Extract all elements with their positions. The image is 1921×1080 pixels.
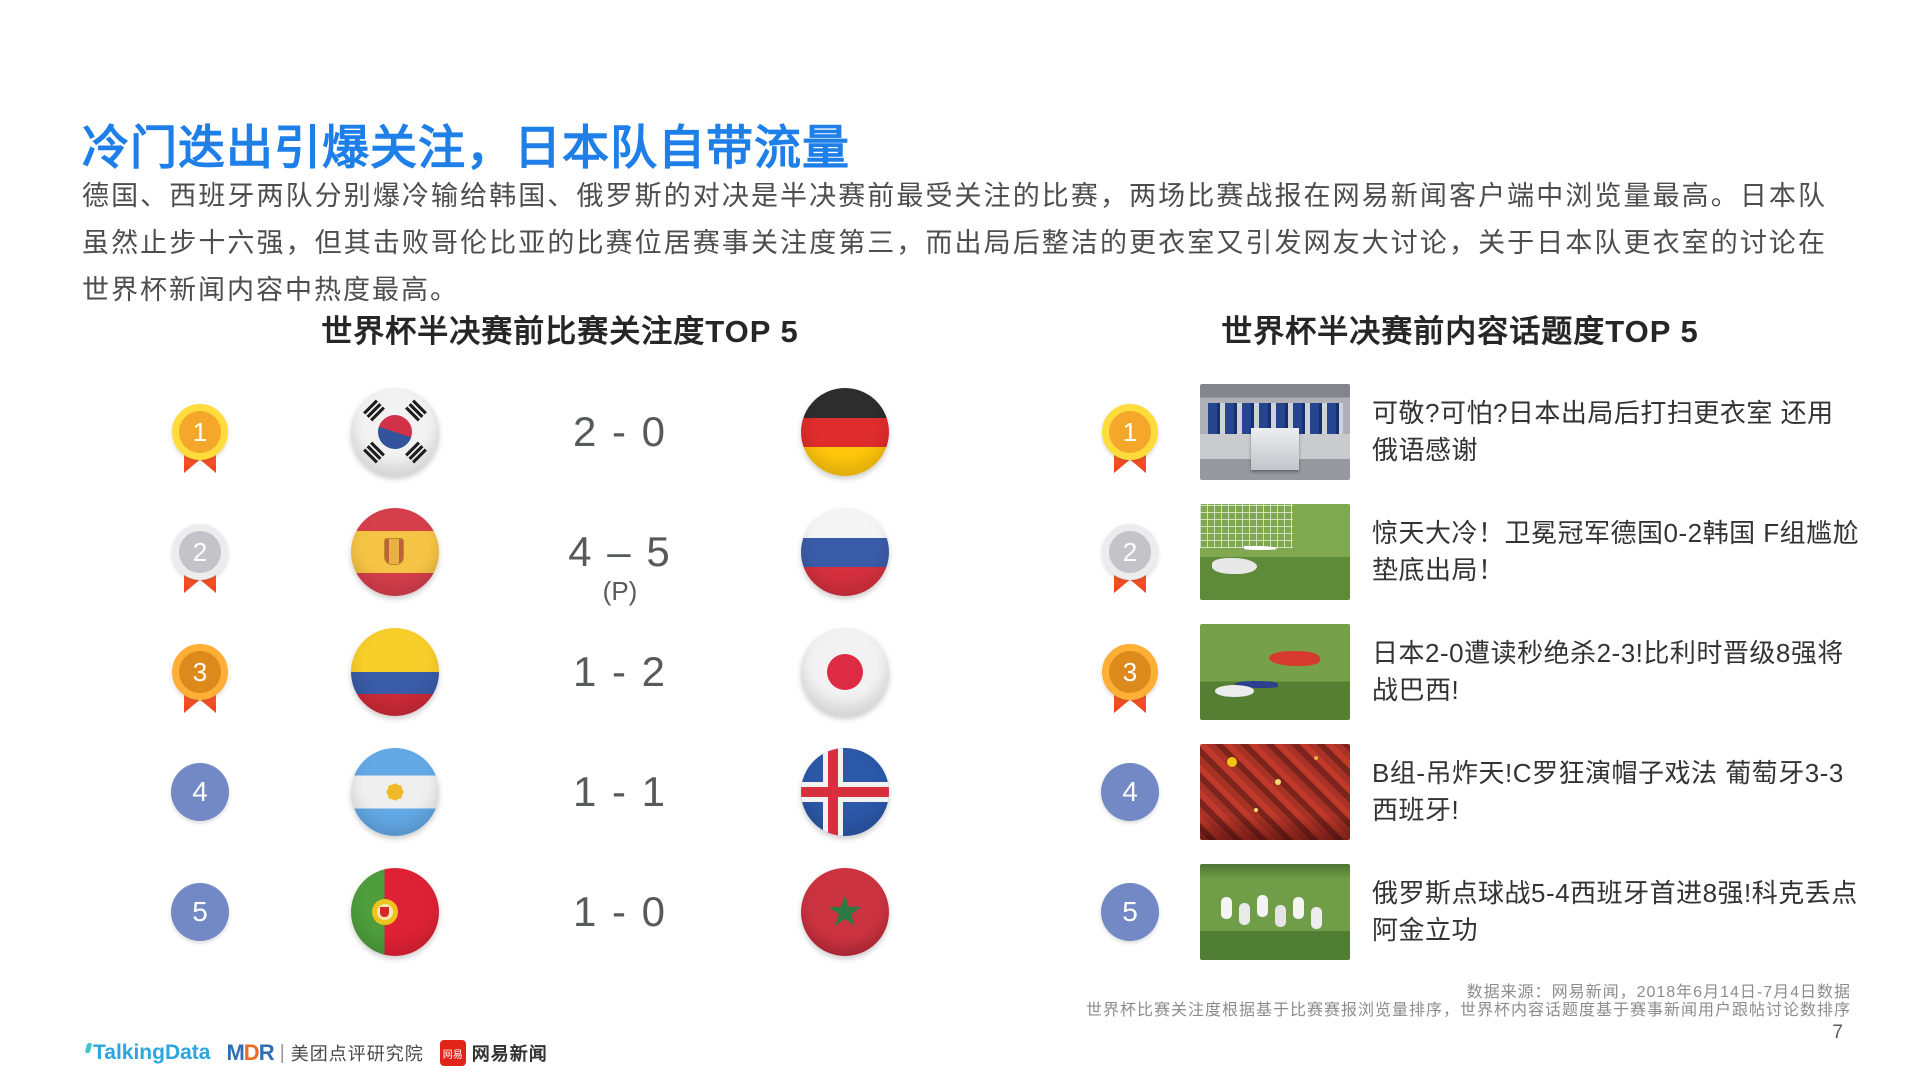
- footer-logos: TalkingData MDR | 美团点评研究院 网易 网易新闻: [84, 1040, 548, 1066]
- news-thumbnail: [1200, 384, 1350, 480]
- match-rank-row: 2 4 – 5 (P): [130, 492, 970, 612]
- portugal-flag-icon: [351, 868, 439, 956]
- rank-number: 4: [1101, 763, 1159, 821]
- rank-number: 3: [172, 644, 228, 700]
- morocco-flag-icon: [801, 868, 889, 956]
- topic-ranking-list: 1 可敬?可怕?日本出局后打扫更衣室 还用俄语感谢 2 惊天大冷！卫冕冠军德国0…: [1060, 372, 1860, 972]
- topic-rank-row: 4 B组-吊炸天!C罗狂演帽子戏法 葡萄牙3-3西班牙!: [1060, 732, 1860, 852]
- page-number: 7: [1832, 1022, 1843, 1043]
- rank-medal-icon: 4: [1101, 763, 1159, 821]
- iceland-flag-icon: [801, 748, 889, 836]
- match-rank-row: 4 1 - 1: [130, 732, 970, 852]
- mdr-letter-m: M: [226, 1040, 244, 1065]
- south-korea-flag-icon: [351, 388, 439, 476]
- rank-medal-icon: 1: [171, 403, 229, 473]
- news-thumbnail: [1200, 504, 1350, 600]
- match-score: 2 - 0: [572, 408, 668, 455]
- russia-flag-icon: [801, 508, 889, 596]
- data-source-note: 数据来源：网易新闻，2018年6月14日-7月4日数据 世界杯比赛关注度根据基于…: [1086, 984, 1851, 1020]
- rank-medal-icon: 2: [171, 523, 229, 593]
- talkingdata-mark-icon: [84, 1043, 93, 1053]
- page-title: 冷门迭出引爆关注，日本队自带流量: [82, 121, 850, 175]
- rank-number: 1: [172, 404, 228, 460]
- rank-number: 2: [1102, 524, 1158, 580]
- rank-number: 5: [171, 883, 229, 941]
- match-score: 4 – 5: [568, 528, 672, 575]
- match-rank-row: 5 1 - 0: [130, 852, 970, 972]
- rank-number: 5: [1101, 883, 1159, 941]
- match-ranking-list: 1 2 - 0 2 4 – 5 (P) 3 1 - 2 4 1 - 1 5 1: [130, 372, 970, 972]
- netease-badge-icon: 网易: [439, 1040, 466, 1066]
- news-thumbnail: [1200, 624, 1350, 720]
- rank-medal-icon: 3: [171, 643, 229, 713]
- right-panel-title: 世界杯半决赛前内容话题度TOP 5: [1221, 314, 1699, 349]
- topic-rank-row: 3 日本2-0遭读秒绝杀2-3!比利时晋级8强将战巴西!: [1060, 612, 1860, 732]
- germany-flag-icon: [801, 388, 889, 476]
- rank-number: 2: [172, 524, 228, 580]
- news-headline: 俄罗斯点球战5-4西班牙首进8强!科克丢点阿金立功: [1372, 878, 1858, 945]
- rank-medal-icon: 5: [1101, 883, 1159, 941]
- rank-medal-icon: 3: [1101, 643, 1159, 713]
- data-source-line2: 世界杯比赛关注度根据基于比赛赛报浏览量排序，世界杯内容话题度基于赛事新闻用户跟帖…: [1085, 1002, 1851, 1019]
- data-source-line1: 数据来源：网易新闻，2018年6月14日-7月4日数据: [1466, 984, 1851, 1001]
- news-headline: 惊天大冷！卫冕冠军德国0-2韩国 F组尴尬垫底出局！: [1372, 518, 1860, 585]
- topic-rank-row: 5 俄罗斯点球战5-4西班牙首进8强!科克丢点阿金立功: [1060, 852, 1860, 972]
- spain-flag-icon: [351, 508, 439, 596]
- netease-news-label: 网易新闻: [471, 1044, 548, 1064]
- topic-rank-row: 1 可敬?可怕?日本出局后打扫更衣室 还用俄语感谢: [1060, 372, 1860, 492]
- mdr-letter-d: D: [243, 1040, 260, 1065]
- match-score: 1 - 2: [572, 648, 668, 695]
- rank-number: 4: [171, 763, 229, 821]
- match-rank-row: 1 2 - 0: [130, 372, 970, 492]
- match-rank-row: 3 1 - 2: [130, 612, 970, 732]
- left-panel-title: 世界杯半决赛前比赛关注度TOP 5: [321, 314, 799, 349]
- talkingdata-wordmark: TalkingData: [93, 1041, 211, 1064]
- rank-medal-icon: 4: [171, 763, 229, 821]
- talkingdata-logo: TalkingData: [84, 1041, 211, 1065]
- japan-flag-icon: [801, 628, 889, 716]
- news-headline: B组-吊炸天!C罗狂演帽子戏法 葡萄牙3-3西班牙!: [1372, 758, 1844, 825]
- rank-number: 1: [1102, 404, 1158, 460]
- rank-medal-icon: 5: [171, 883, 229, 941]
- penalty-note: (P): [602, 576, 638, 606]
- research-institute-label: 美团点评研究院: [290, 1044, 424, 1064]
- match-score: 1 - 0: [572, 888, 668, 935]
- topic-rank-row: 2 惊天大冷！卫冕冠军德国0-2韩国 F组尴尬垫底出局！: [1060, 492, 1860, 612]
- argentina-flag-icon: [351, 748, 439, 836]
- match-score: 1 - 1: [572, 768, 668, 815]
- colombia-flag-icon: [351, 628, 439, 716]
- rank-medal-icon: 2: [1101, 523, 1159, 593]
- mdr-letter-r: R: [258, 1040, 275, 1065]
- mdr-wordmark: MDR: [226, 1040, 275, 1066]
- news-thumbnail: [1200, 744, 1350, 840]
- meituan-dianping-research-logo: MDR | 美团点评研究院: [226, 1040, 423, 1066]
- rank-number: 3: [1102, 644, 1158, 700]
- rank-medal-icon: 1: [1101, 403, 1159, 473]
- logo-divider: |: [279, 1041, 285, 1064]
- summary-paragraph: 德国、西班牙两队分别爆冷输给韩国、俄罗斯的对决是半决赛前最受关注的比赛，两场比赛…: [82, 181, 1827, 305]
- netease-news-logo: 网易 网易新闻: [439, 1040, 548, 1066]
- news-thumbnail: [1200, 864, 1350, 960]
- news-headline: 可敬?可怕?日本出局后打扫更衣室 还用俄语感谢: [1372, 398, 1834, 465]
- news-headline: 日本2-0遭读秒绝杀2-3!比利时晋级8强将战巴西!: [1372, 638, 1844, 705]
